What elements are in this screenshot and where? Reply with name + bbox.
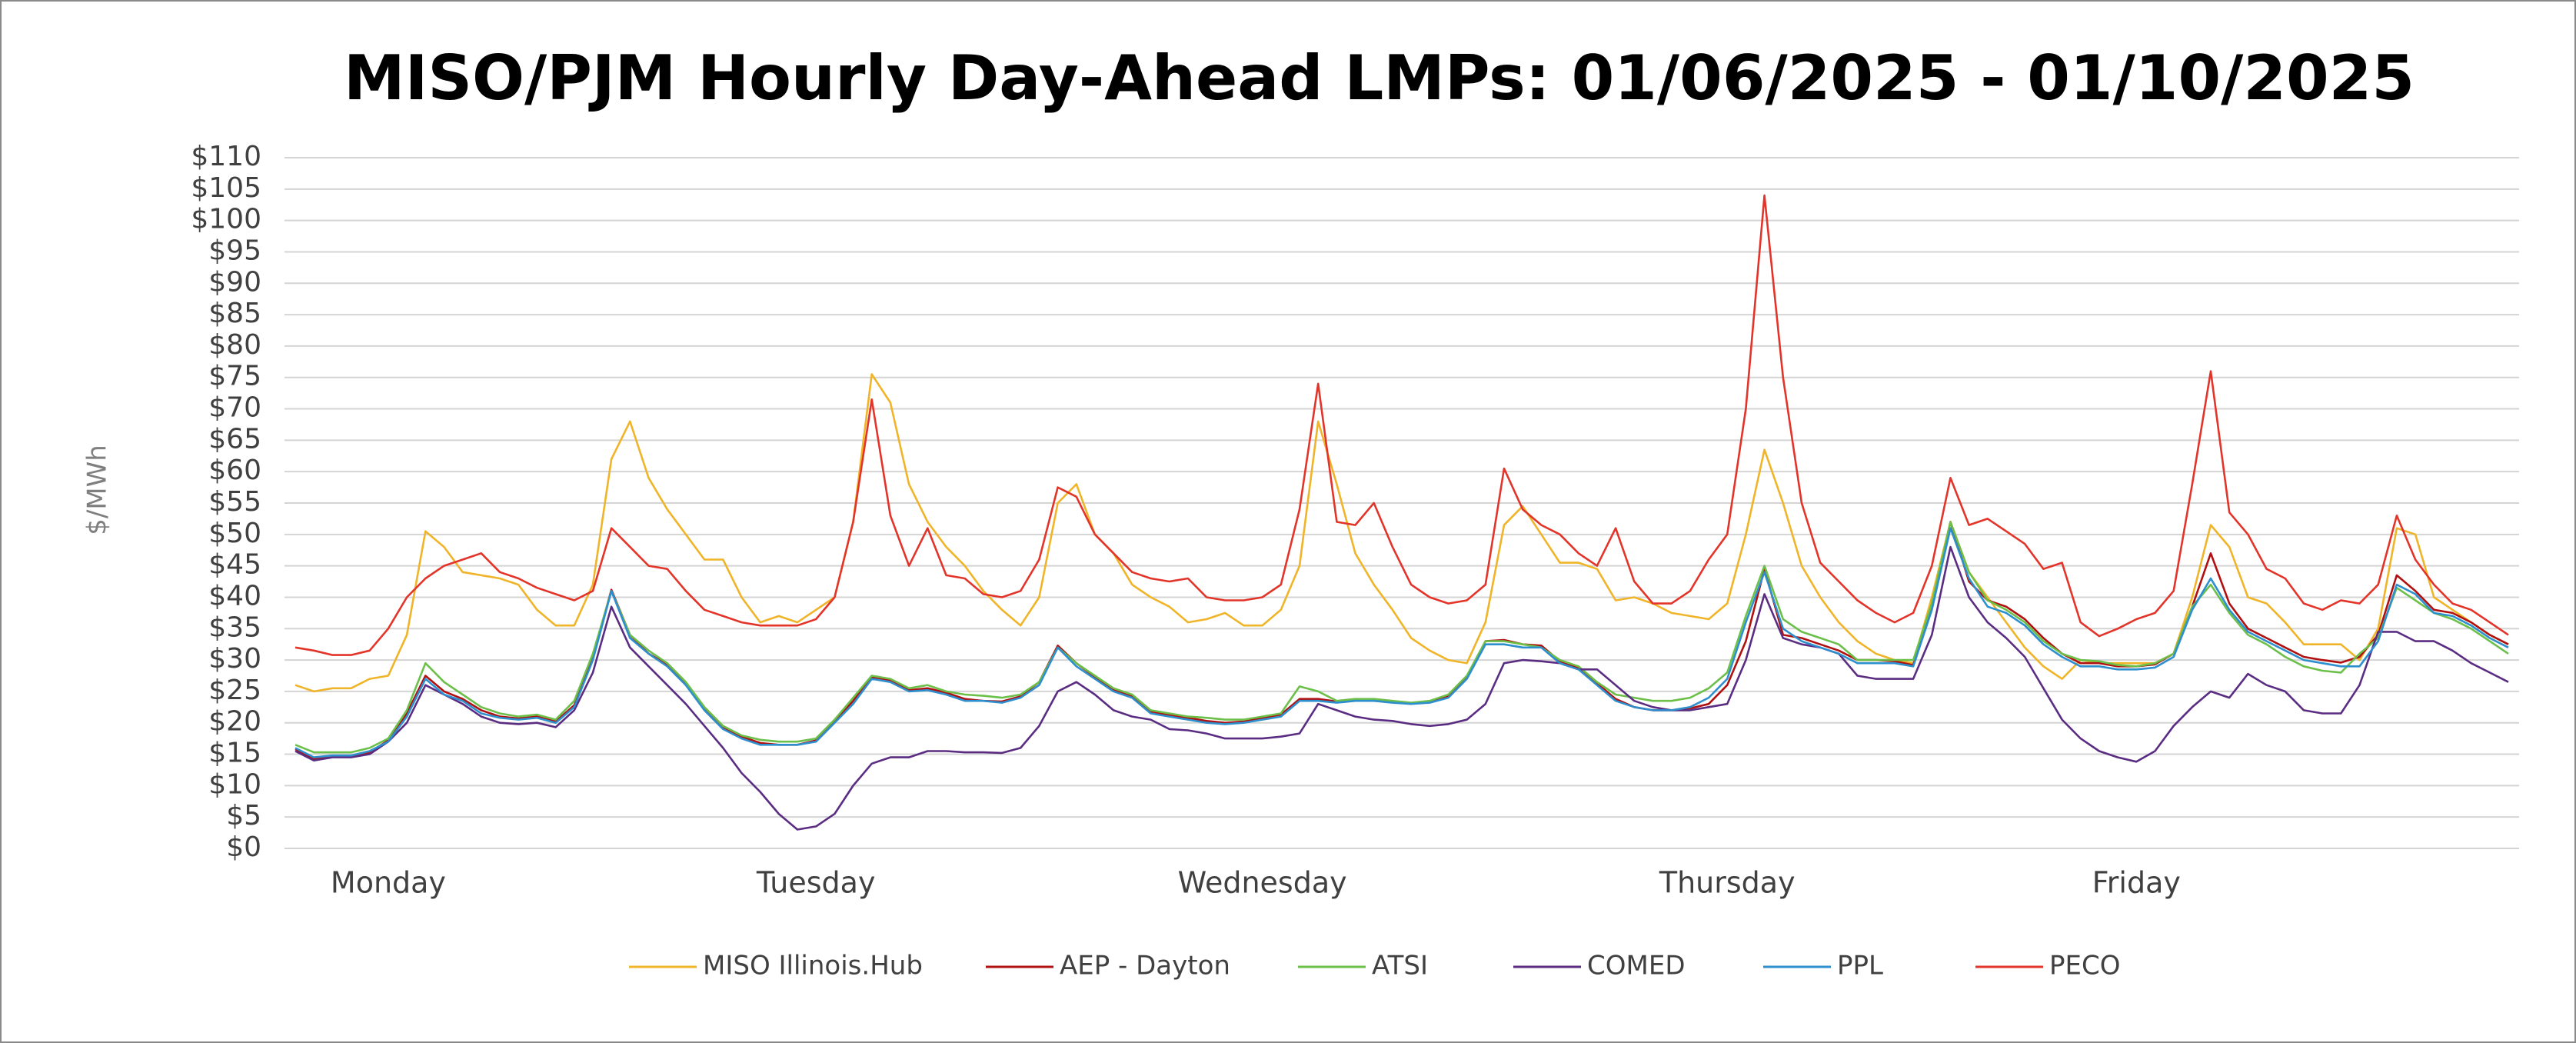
legend-label: MISO Illinois.Hub	[703, 951, 923, 981]
y-tick-label: $55	[208, 486, 261, 518]
y-tick-label: $85	[208, 298, 261, 329]
y-tick-label: $75	[208, 361, 261, 392]
series-line	[295, 194, 2509, 656]
x-tick-label: Wednesday	[1178, 866, 1347, 900]
legend-label: AEP - Dayton	[1060, 951, 1230, 981]
y-tick-label: $15	[208, 738, 261, 769]
x-tick-label: Thursday	[1659, 866, 1796, 900]
y-tick-label: $0	[226, 831, 261, 863]
y-axis-title: $/MWh	[82, 445, 113, 535]
chart-title: MISO/PJM Hourly Day-Ahead LMPs: 01/06/20…	[344, 42, 2415, 114]
series-line	[295, 373, 2509, 693]
legend-label: COMED	[1587, 951, 1686, 981]
series-line	[295, 521, 2509, 754]
y-tick-label: $65	[208, 423, 261, 455]
x-tick-label: Tuesday	[756, 866, 876, 900]
y-tick-label: $30	[208, 643, 261, 675]
y-tick-label: $10	[208, 768, 261, 800]
y-tick-label: $70	[208, 392, 261, 424]
y-tick-label: $95	[208, 235, 261, 266]
y-tick-label: $110	[191, 141, 261, 172]
series-line	[295, 545, 2509, 831]
x-tick-label: Friday	[2092, 866, 2181, 900]
legend-label: PPL	[1837, 951, 1883, 981]
series-line	[295, 527, 2509, 758]
y-tick-label: $35	[208, 611, 261, 643]
y-tick-label: $25	[208, 675, 261, 706]
legend-label: PECO	[2049, 951, 2121, 981]
y-tick-label: $5	[226, 800, 261, 831]
y-tick-label: $105	[191, 172, 261, 204]
y-tick-label: $40	[208, 580, 261, 611]
x-tick-label: Monday	[331, 866, 446, 900]
y-tick-label: $45	[208, 549, 261, 581]
y-tick-label: $60	[208, 455, 261, 486]
legend-label: ATSI	[1372, 951, 1428, 981]
y-tick-label: $50	[208, 518, 261, 549]
y-tick-label: $100	[191, 204, 261, 235]
y-tick-label: $90	[208, 266, 261, 298]
y-tick-label: $20	[208, 706, 261, 738]
y-tick-label: $80	[208, 329, 261, 361]
